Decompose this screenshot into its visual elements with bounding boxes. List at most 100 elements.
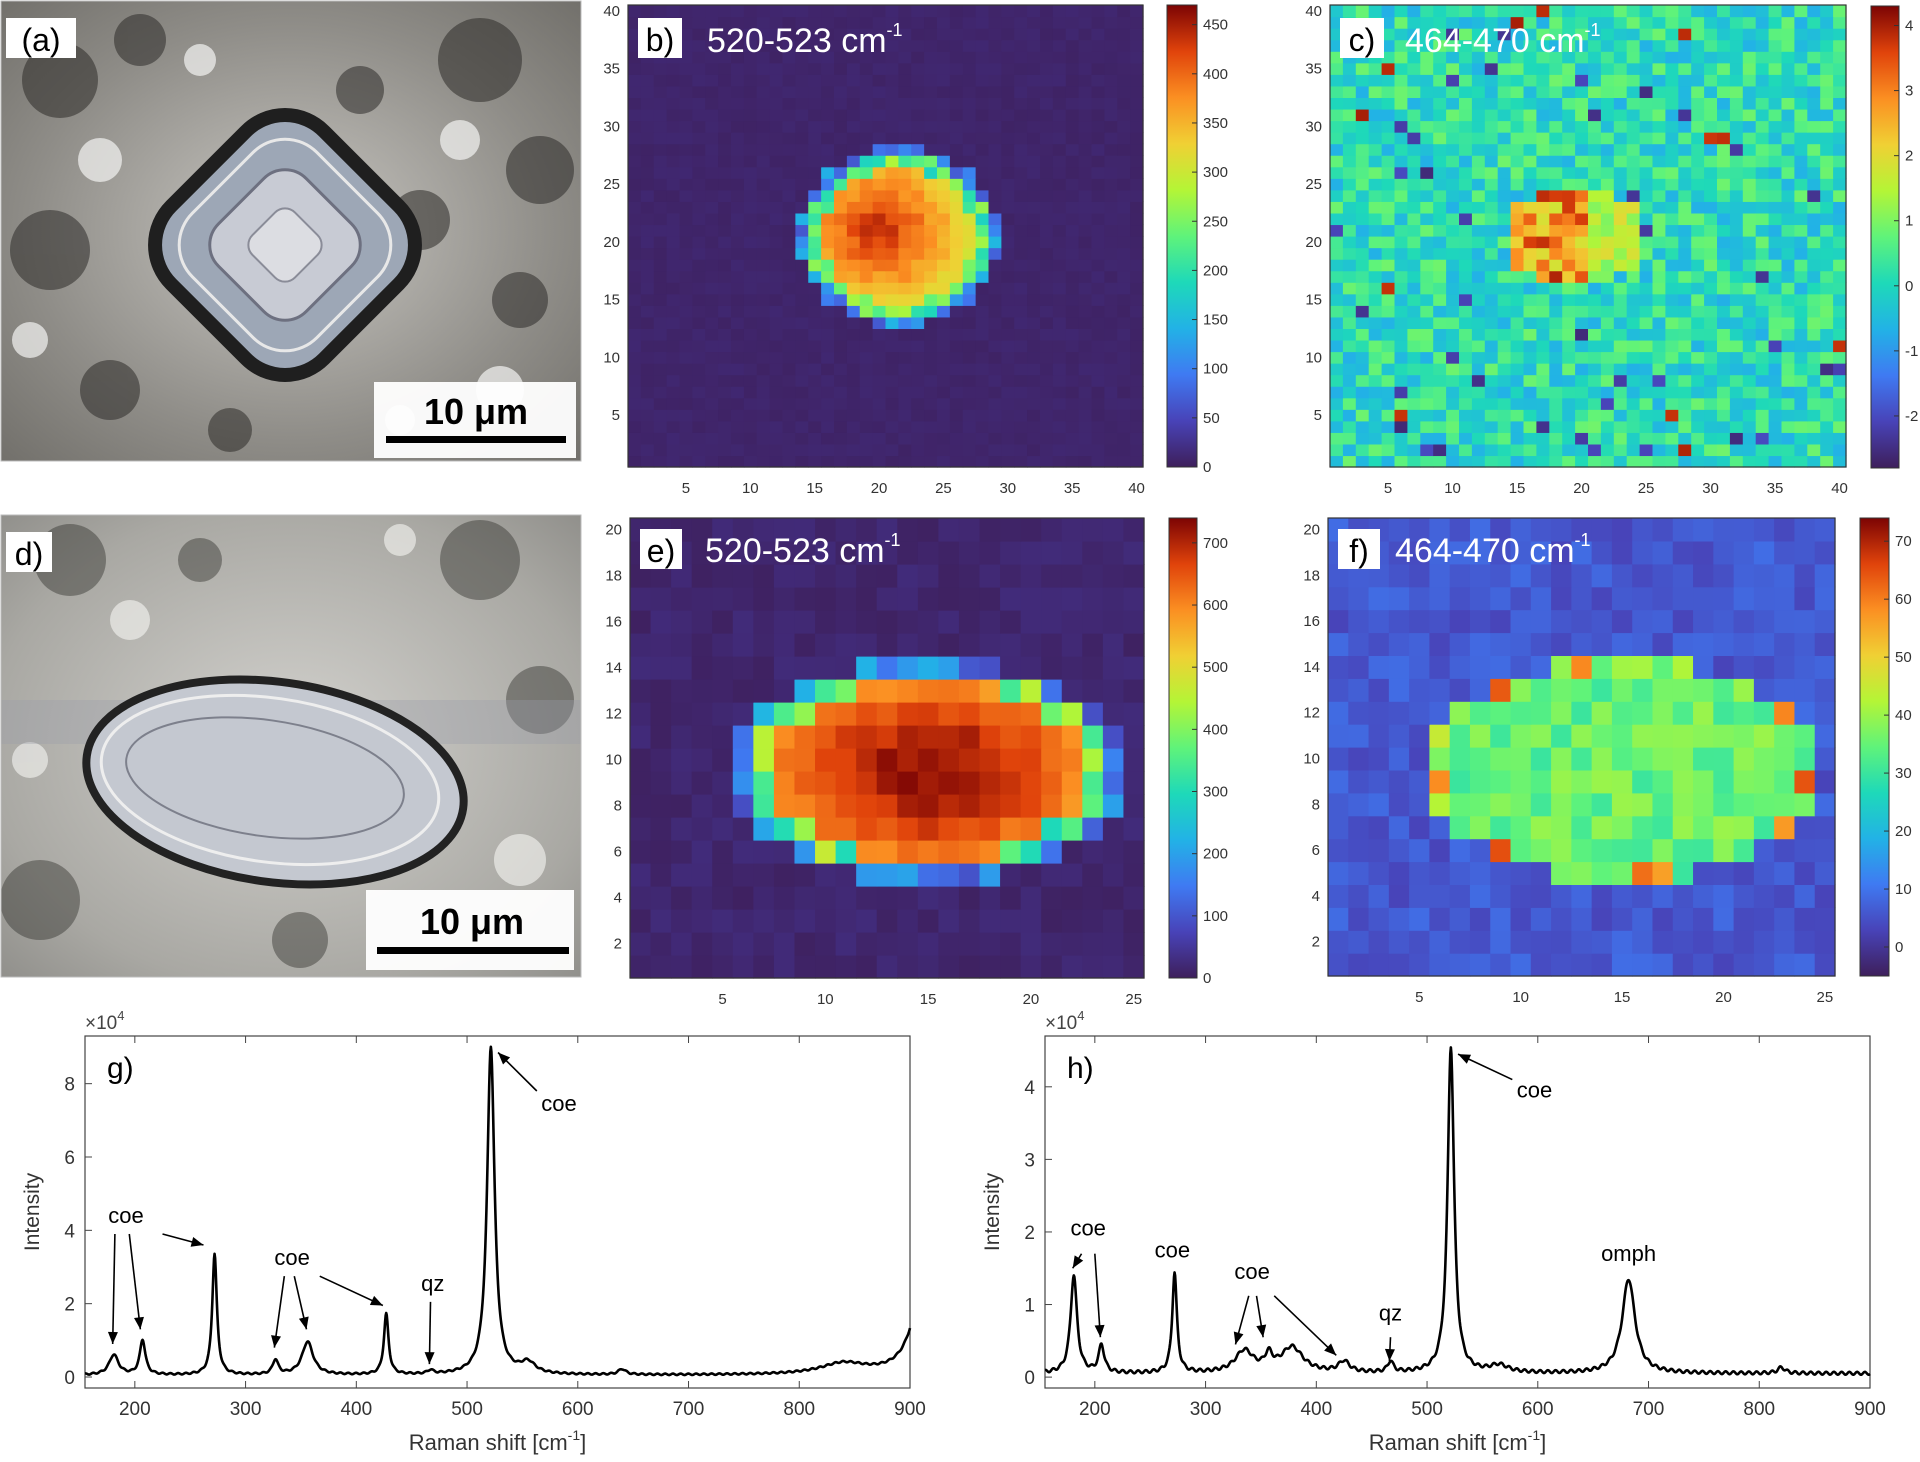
heatmap-cell bbox=[1575, 316, 1589, 329]
heatmap-cell bbox=[1130, 409, 1144, 422]
heatmap-cell bbox=[794, 587, 816, 611]
heatmap-cell bbox=[835, 932, 857, 956]
heatmap-cell bbox=[671, 564, 693, 588]
heatmap-cell bbox=[1459, 212, 1473, 226]
heatmap-cell bbox=[743, 62, 758, 75]
heatmap-cell bbox=[1717, 178, 1731, 191]
heatmap-cell bbox=[1678, 305, 1692, 318]
heatmap-cell bbox=[1807, 189, 1821, 202]
heatmap-cell bbox=[1562, 339, 1576, 353]
heatmap-cell bbox=[1497, 282, 1512, 295]
heatmap-cell bbox=[988, 39, 1002, 52]
heatmap-cell bbox=[938, 702, 960, 726]
heatmap-cell bbox=[1755, 74, 1770, 87]
heatmap-cell bbox=[773, 886, 796, 910]
heatmap-cell bbox=[640, 189, 655, 202]
heatmap-cell bbox=[859, 397, 874, 410]
colorbar-tick-label: -2 bbox=[1905, 408, 1918, 425]
heatmap-cell bbox=[692, 28, 706, 41]
heatmap-cell bbox=[795, 224, 809, 237]
heatmap-cell bbox=[1652, 339, 1666, 353]
x-tick-label: 5 bbox=[718, 991, 726, 1008]
heatmap-cell bbox=[1078, 189, 1093, 202]
heatmap-cell bbox=[1794, 884, 1816, 908]
heatmap-cell bbox=[1652, 328, 1666, 341]
heatmap-cell bbox=[1652, 409, 1666, 422]
heatmap-cell bbox=[1052, 420, 1067, 433]
heatmap-cell bbox=[949, 305, 964, 318]
heatmap-cell bbox=[1639, 432, 1654, 445]
heatmap-cell bbox=[1600, 236, 1615, 249]
heatmap-cell bbox=[1449, 769, 1471, 794]
heatmap-cell bbox=[1061, 610, 1083, 634]
heatmap-cell bbox=[640, 74, 655, 87]
heatmap-cell bbox=[938, 817, 960, 841]
heatmap-cell bbox=[975, 224, 990, 237]
heatmap-cell bbox=[1469, 838, 1491, 863]
heatmap-cell bbox=[1446, 386, 1460, 399]
heatmap-cell bbox=[937, 5, 951, 18]
heatmap-cell bbox=[1562, 178, 1576, 191]
heatmap-cell bbox=[1381, 74, 1396, 87]
heatmap-cell bbox=[1807, 62, 1821, 75]
heatmap-cell bbox=[1104, 143, 1118, 156]
heatmap-cell bbox=[1768, 51, 1783, 64]
heatmap-cell bbox=[705, 386, 719, 399]
heatmap-cell bbox=[1691, 51, 1705, 64]
heatmap-cell bbox=[988, 5, 1002, 18]
heatmap-cell bbox=[821, 316, 835, 329]
heatmap-cell bbox=[1348, 907, 1370, 931]
heatmap-cell bbox=[1471, 51, 1486, 64]
heatmap-cell bbox=[1794, 747, 1816, 771]
heatmap-cell bbox=[1768, 293, 1783, 306]
heatmap-cell bbox=[1078, 28, 1093, 41]
heatmap-cell bbox=[924, 259, 938, 272]
heatmap-cell bbox=[911, 39, 925, 52]
heatmap-cell bbox=[821, 74, 835, 87]
heatmap-cell bbox=[705, 432, 719, 445]
heatmap-cell bbox=[876, 587, 898, 611]
heatmap-cell bbox=[1652, 316, 1666, 329]
heatmap-cell bbox=[1672, 632, 1694, 656]
heatmap-cell bbox=[1091, 386, 1105, 399]
heatmap-cell bbox=[769, 305, 784, 318]
heatmap-cell bbox=[876, 794, 898, 818]
heatmap-cell bbox=[1446, 374, 1460, 387]
y-tick-label: 20 bbox=[1305, 234, 1322, 251]
heatmap-cell bbox=[1814, 953, 1836, 977]
heatmap-cell bbox=[1078, 16, 1093, 29]
heatmap-cell bbox=[1342, 155, 1357, 168]
heatmap-cell bbox=[1691, 339, 1705, 353]
heatmap-cell bbox=[1713, 907, 1735, 931]
heatmap-cell bbox=[911, 386, 925, 399]
heatmap-cell bbox=[671, 748, 693, 772]
heatmap-cell bbox=[1613, 351, 1628, 364]
heatmap-cell bbox=[794, 932, 816, 956]
heatmap-cell bbox=[1510, 5, 1525, 18]
heatmap-cell bbox=[630, 771, 652, 795]
heatmap-cell bbox=[1484, 374, 1499, 387]
heatmap-cell bbox=[1536, 432, 1550, 445]
heatmap-cell bbox=[1814, 724, 1836, 748]
heatmap-cell bbox=[1000, 564, 1022, 588]
heatmap-cell bbox=[1530, 792, 1552, 817]
heatmap-cell bbox=[1342, 432, 1357, 445]
heatmap-cell bbox=[1020, 518, 1042, 542]
heatmap-cell bbox=[1733, 953, 1755, 977]
heatmap-cell bbox=[1510, 259, 1525, 272]
heatmap-cell bbox=[1611, 701, 1633, 725]
heatmap-cell bbox=[1510, 701, 1532, 725]
heatmap-cell bbox=[1600, 270, 1615, 283]
heatmap-cell bbox=[1471, 386, 1486, 399]
heatmap-cell bbox=[897, 886, 919, 910]
heatmap-cell bbox=[872, 16, 887, 29]
heatmap-cell bbox=[1588, 224, 1602, 237]
heatmap-cell bbox=[1446, 432, 1460, 445]
heatmap-cell bbox=[718, 97, 732, 110]
heatmap-cell bbox=[897, 909, 919, 933]
heatmap-cell bbox=[1530, 930, 1552, 954]
heatmap-cell bbox=[1052, 374, 1067, 387]
heatmap-cell bbox=[1484, 155, 1499, 168]
